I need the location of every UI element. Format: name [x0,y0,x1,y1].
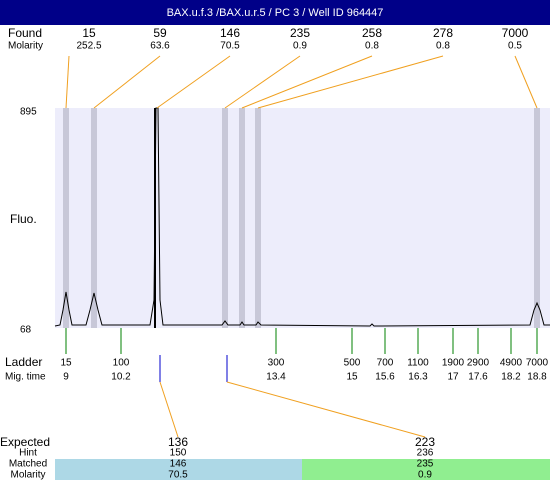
mig-time: 15.6 [375,372,395,383]
mig-time: 13.4 [266,372,286,383]
connector [241,55,373,109]
mig-time-label: Mig. time [5,372,46,383]
molarity-value: 70.5 [168,470,188,480]
molarity-label: Molarity [8,41,43,52]
connector [514,55,538,109]
hint-value: 150 [170,448,187,459]
mig-time: 10.2 [111,372,131,383]
peak-band [63,108,69,328]
found-molarity: 0.8 [436,41,450,52]
ladder-label: Ladder [5,355,42,369]
mig-time: 9 [63,372,69,383]
ladder-size: 1900 [442,358,465,369]
matched-bar [55,459,302,480]
header-bar [0,0,550,25]
connector [224,55,301,109]
connector [226,381,426,438]
found-size: 258 [362,26,382,40]
found-size: 7000 [502,26,529,40]
mig-time: 18.2 [501,372,521,383]
molarity-value: 0.9 [418,470,432,480]
hint-label: Hint [19,448,37,459]
peak-band [239,108,245,328]
found-size: 59 [153,26,167,40]
found-molarity: 0.9 [293,41,307,52]
trace [54,107,550,327]
connector [156,55,231,109]
matched-label: Matched [9,459,47,470]
matched-value: 235 [417,459,434,470]
expected-label: Expected [0,435,50,449]
ladder-size: 2900 [467,358,490,369]
peak-band [255,108,261,328]
connector [159,381,179,438]
found-label: Found [8,26,42,40]
hint-value: 236 [417,448,434,459]
mig-time: 15 [346,372,358,383]
ladder-size: 300 [268,358,285,369]
ladder-size: 15 [60,358,72,369]
mig-time: 17 [447,372,459,383]
ladder-size: 700 [377,358,394,369]
found-molarity: 252.5 [76,41,101,52]
found-molarity: 70.5 [220,41,240,52]
ladder-size: 500 [344,358,361,369]
found-molarity: 0.5 [508,41,522,52]
found-size: 235 [290,26,310,40]
found-molarity: 0.8 [365,41,379,52]
ladder-size: 1100 [407,358,429,369]
matched-bar [302,459,550,480]
ladder-size: 100 [113,358,130,369]
mig-time: 16.3 [408,372,428,383]
expected-size: 136 [168,435,188,449]
connector [257,55,444,109]
peak-band [91,108,97,328]
connector [65,55,70,109]
matched-value: 146 [170,459,187,470]
ladder-size: 4900 [500,358,523,369]
plot-area [55,108,550,328]
found-size: 146 [220,26,240,40]
ladder-size: 7000 [526,358,549,369]
expected-size: 223 [415,435,435,449]
peak-band [534,108,540,328]
found-molarity: 63.6 [150,41,170,52]
expected-molarity-label: Molarity [10,470,45,480]
y-max-label: 895 [20,107,37,118]
mig-time: 18.8 [527,372,547,383]
connector [93,55,161,109]
y-min-label: 68 [20,325,32,336]
mig-time: 17.6 [468,372,488,383]
peak-band [222,108,228,328]
header-title: BAX.u.f.3 /BAX.u.r.5 / PC 3 / Well ID 96… [167,7,384,19]
found-size: 278 [433,26,453,40]
found-size: 15 [82,26,96,40]
y-axis-label: Fluo. [10,212,37,226]
